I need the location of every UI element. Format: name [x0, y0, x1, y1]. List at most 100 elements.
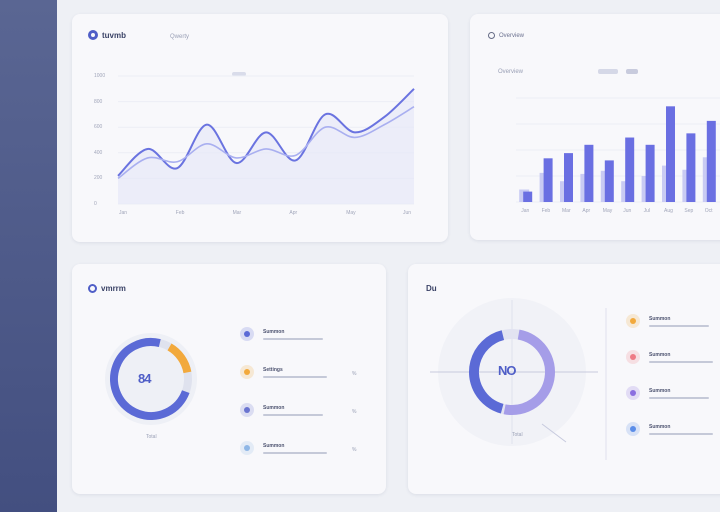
y-tick-label: 0: [94, 201, 97, 207]
bar-primary: [666, 106, 675, 202]
donut-bg: [105, 333, 197, 425]
x-tick-label: Apr: [289, 210, 298, 216]
bar-card-title: Overview: [499, 32, 525, 39]
x-tick-label: Mar: [232, 210, 242, 216]
bar-primary: [706, 120, 716, 202]
legend-dot-icon: [240, 365, 254, 379]
line-series-2: [117, 106, 415, 180]
legend-sub-line: [649, 432, 713, 435]
bar-primary: [564, 153, 573, 202]
donut-2-center-value: NO: [498, 363, 516, 378]
x-tick-label: Feb: [541, 208, 551, 214]
legend-label: Summon: [649, 387, 671, 394]
legend-pill: [598, 69, 618, 74]
bar-primary: [645, 144, 655, 202]
legend-label: Summon: [263, 404, 285, 411]
x-tick-label: Jun: [623, 208, 632, 214]
legend-sub-line: [649, 360, 713, 363]
legend-sub-line: [263, 451, 327, 454]
legend-label: Summon: [649, 351, 671, 358]
legend-value: %: [352, 447, 357, 453]
legend-item: Summon: [626, 386, 709, 400]
legend-item: Settings: [240, 365, 327, 379]
legend-label: Summon: [263, 442, 285, 449]
line-chart: [117, 75, 415, 205]
donut-2-caption: Total: [512, 432, 523, 438]
legend-sub-line: [649, 324, 709, 327]
line-series-1: [117, 88, 415, 177]
donut-card-1-header: vmrrm: [88, 284, 126, 293]
bar-primary: [523, 191, 533, 202]
legend-item: Summon: [626, 422, 713, 436]
legend-dot-icon: [240, 403, 254, 417]
bar-chart: [516, 97, 720, 203]
donut-card-2-title: Du: [426, 284, 437, 293]
y-tick-label: 600: [94, 124, 103, 131]
x-tick-label: Apr: [582, 208, 591, 214]
x-tick-label: May: [346, 210, 356, 216]
legend-item: Summon: [626, 314, 709, 328]
legend-pill: [626, 69, 638, 74]
bar-chart-card: Overview Overview Jan Feb Mar Apr May Jun Jul A…: [470, 14, 720, 240]
legend-label: Summon: [649, 315, 671, 322]
line-card-title: tuvmb: [102, 30, 126, 40]
x-tick-label: Mar: [562, 208, 571, 214]
donut-card-2: Du NO Total Summon Summon Summon Summon: [408, 264, 720, 494]
donut-segment-primary: [110, 338, 192, 420]
x-tick-label: Jan: [521, 208, 530, 214]
legend-sub-line: [263, 337, 323, 340]
x-tick-label: Jul: [643, 208, 650, 214]
bar-card-header: Overview: [488, 32, 524, 39]
x-tick-label: May: [602, 208, 613, 214]
donut-1-caption: Total: [146, 434, 157, 440]
x-tick-label: Sep: [684, 208, 694, 214]
legend-label: Summon: [649, 423, 671, 430]
donut-chart-1: [105, 333, 197, 425]
legend-sub-line: [263, 375, 327, 378]
line-card-header: tuvmb: [88, 30, 126, 40]
donut-chart-2: [430, 298, 607, 460]
x-tick-label: Aug: [664, 208, 673, 214]
donut-2-pointer: [541, 423, 567, 443]
logo-icon: [88, 284, 97, 293]
legend-dot-icon: [626, 386, 640, 400]
x-tick-label: Jun: [403, 210, 412, 216]
donut-1-center-value: 84: [138, 371, 152, 386]
legend-item: Summon: [240, 441, 327, 455]
donut-segment-accent: [110, 337, 192, 420]
legend-item: Summon: [240, 403, 323, 417]
donut-2-segment-secondary: [469, 329, 555, 415]
donut-card-1-title: vmrrm: [101, 284, 126, 293]
sidebar[interactable]: [0, 0, 57, 512]
legend-value: %: [352, 371, 357, 377]
x-tick-label: Oct: [704, 208, 713, 214]
legend-dot-icon: [240, 327, 254, 341]
bar-card-subtitle: Overview: [498, 69, 524, 75]
bar-primary: [543, 158, 553, 202]
legend-pill: [232, 72, 246, 76]
y-tick-label: 200: [94, 175, 103, 182]
x-tick-label: Feb: [175, 210, 185, 216]
y-tick-label: 800: [94, 98, 103, 105]
bar-primary: [584, 144, 594, 202]
y-tick-label: 1000: [94, 73, 106, 79]
legend-dot-icon: [240, 441, 254, 455]
legend-dot-icon: [626, 422, 640, 436]
legend-item: Summon: [626, 350, 713, 364]
logo-icon: [88, 30, 98, 40]
y-tick-label: 400: [94, 149, 103, 156]
circle-icon: [488, 32, 495, 39]
legend-sub-line: [649, 396, 709, 399]
bar-primary: [686, 133, 696, 202]
legend-sub-line: [263, 413, 323, 416]
legend-value: %: [352, 409, 357, 415]
legend-label: Settings: [263, 366, 283, 373]
line-card-subtitle: Qwerty: [170, 34, 190, 40]
line-area: [118, 88, 414, 204]
line-chart-card: tuvmb Qwerty 1000 800 600 400 200 0 Jan Feb Mar…: [72, 14, 448, 242]
legend-item: Summon: [240, 327, 323, 341]
legend-dot-icon: [626, 350, 640, 364]
bar-primary: [604, 160, 614, 202]
x-tick-label: Jan: [119, 210, 128, 216]
bar-primary: [625, 137, 635, 202]
